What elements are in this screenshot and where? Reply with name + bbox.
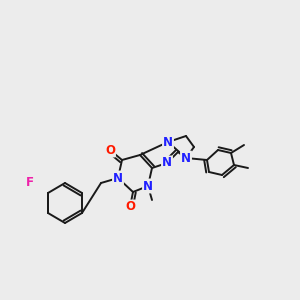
Text: O: O: [125, 200, 135, 214]
Text: N: N: [181, 152, 191, 164]
Text: O: O: [105, 143, 115, 157]
Text: F: F: [26, 176, 34, 190]
Text: N: N: [113, 172, 123, 184]
Text: N: N: [162, 157, 172, 169]
Text: N: N: [143, 179, 153, 193]
Text: N: N: [163, 136, 173, 148]
